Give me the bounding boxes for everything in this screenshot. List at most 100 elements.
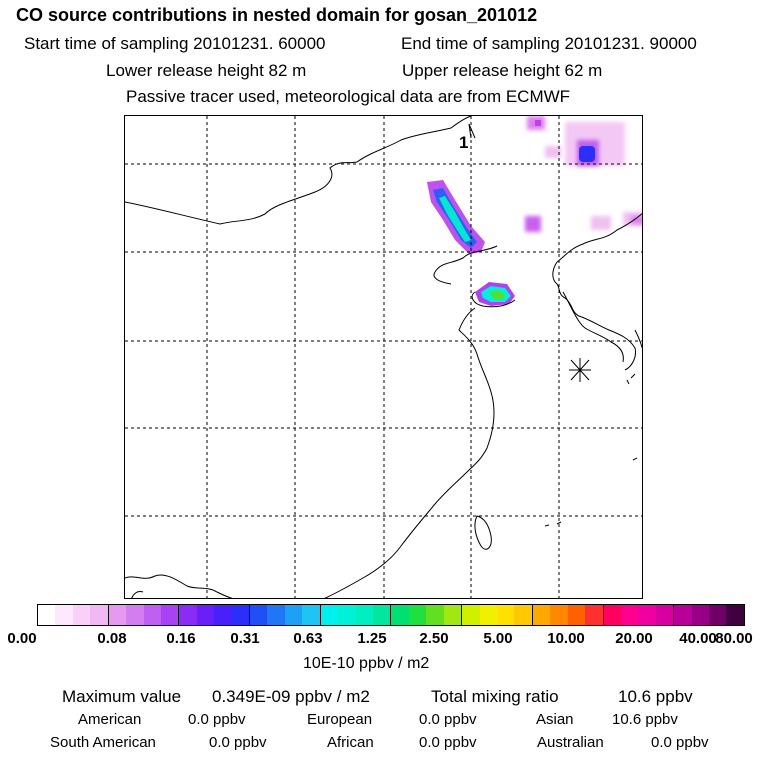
colorbar-segment [90, 605, 109, 625]
plume-cell [535, 120, 541, 126]
colorbar-segment [567, 605, 586, 625]
lower-release-label: Lower release height 82 m [106, 61, 307, 80]
colorbar-segment [691, 605, 710, 625]
colorbar-segment [196, 605, 215, 625]
colorbar-segment [38, 605, 56, 625]
asterisk-icon [569, 358, 591, 382]
border-line [131, 591, 144, 598]
colorbar-tick-label: 1.25 [357, 630, 387, 647]
australian-label: Australian [537, 734, 604, 751]
plot-title: CO source contributions in nested domain… [16, 5, 538, 25]
coastline-shandong [471, 291, 516, 308]
colorbar-tick-label: 0.00 [7, 630, 37, 647]
coastline-east-china [324, 307, 495, 598]
colorbar-unit: 10E-10 ppbv / m2 [303, 655, 430, 672]
colorbar-segment [674, 605, 692, 625]
colorbar-tick-label: 2.50 [419, 630, 449, 647]
colorbar-segment [108, 605, 127, 625]
total-mixing-ratio-value: 10.6 ppbv [618, 687, 693, 706]
colorbar-segment [267, 605, 285, 625]
colorbar-segment [338, 605, 356, 625]
colorbar-tick-label: 20.00 [615, 630, 653, 647]
end-time-label: End time of sampling 20101231. 90000 [401, 34, 697, 53]
colorbar-segment [638, 605, 656, 625]
coastline-korea [552, 261, 636, 371]
graticule [125, 116, 642, 598]
total-mixing-ratio-label: Total mixing ratio [431, 687, 559, 706]
colorbar-segment [126, 605, 144, 625]
colorbar-segment [160, 605, 180, 625]
african-label: African [327, 734, 374, 751]
colorbar-segment [496, 605, 515, 625]
south-american-label: South American [50, 734, 156, 751]
map-canvas: 1 [125, 116, 642, 598]
colorbar-tick-label: 10.00 [547, 630, 585, 647]
colorbar-segment [726, 605, 744, 625]
panel-number: 1 [459, 133, 468, 152]
colorbar-tick-label: 5.00 [483, 630, 513, 647]
border-line [125, 116, 472, 225]
colorbar-segment [443, 605, 463, 625]
colorbar-segment [408, 605, 427, 625]
coastlines [125, 116, 642, 598]
border-line [468, 123, 476, 139]
colorbar-tick-label: 0.63 [293, 630, 323, 647]
colorbar-tick-label: 40.00 [679, 630, 717, 647]
plume-cell [631, 216, 642, 224]
colorbar-segment [426, 605, 444, 625]
colorbar-segment [620, 605, 639, 625]
coastline-japan [634, 329, 642, 349]
colorbar-segment [550, 605, 568, 625]
plume-cell [545, 146, 561, 158]
colorbar [37, 604, 745, 626]
african-value: 0.0 ppbv [419, 734, 477, 751]
colorbar-segment [391, 605, 409, 625]
colorbar-segment [214, 605, 232, 625]
colorbar-segment [250, 605, 268, 625]
colorbar-tick-label: 0.16 [166, 630, 196, 647]
asian-value: 10.6 ppbv [612, 711, 678, 728]
plume-cell [525, 216, 541, 232]
colorbar-segment [143, 605, 161, 625]
concentration-field [427, 116, 642, 306]
islands [544, 373, 638, 527]
colorbar-tick-label: 0.08 [97, 630, 127, 647]
max-value: 0.349E-09 ppbv / m2 [212, 687, 370, 706]
colorbar-segment [479, 605, 497, 625]
colorbar-tick-label: 80.00 [715, 630, 753, 647]
american-label: American [78, 711, 142, 728]
colorbar-tick-label: 0.31 [230, 630, 260, 647]
colorbar-segment [284, 605, 303, 625]
colorbar-segment [355, 605, 374, 625]
max-value-label: Maximum value [62, 687, 182, 706]
plume-cell [579, 146, 595, 162]
tracer-note: Passive tracer used, meteorological data… [126, 87, 571, 106]
colorbar-segment [179, 605, 197, 625]
asian-label: Asian [536, 711, 574, 728]
colorbar-segment [462, 605, 480, 625]
plume-cell [439, 196, 471, 242]
colorbar-segment [320, 605, 339, 625]
european-value: 0.0 ppbv [419, 711, 477, 728]
plume-cell [489, 290, 505, 300]
australian-value: 0.0 ppbv [651, 734, 709, 751]
colorbar-segment [302, 605, 321, 625]
south-american-value: 0.0 ppbv [209, 734, 267, 751]
colorbar-segment [55, 605, 73, 625]
start-time-label: Start time of sampling 20101231. 60000 [24, 34, 326, 53]
map-panel: 1 [124, 115, 643, 599]
colorbar-segment [585, 605, 604, 625]
colorbar-segment [655, 605, 675, 625]
colorbar-segment [532, 605, 551, 625]
border-line [556, 213, 642, 263]
plume-cell [591, 216, 611, 230]
coastline-taiwan [474, 515, 492, 550]
american-value: 0.0 ppbv [188, 711, 246, 728]
coastline-bohai [433, 245, 498, 285]
colorbar-segment [72, 605, 91, 625]
colorbar-segment [373, 605, 392, 625]
colorbar-segment [603, 605, 621, 625]
border-south [125, 574, 233, 598]
coastline-korea-west [562, 291, 624, 363]
colorbar-segment [709, 605, 727, 625]
